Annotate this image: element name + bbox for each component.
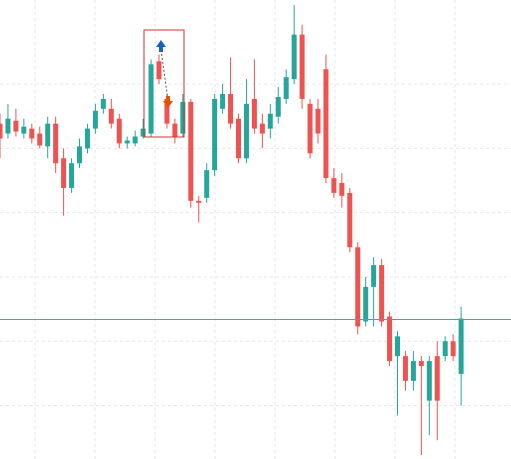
- candle-body: [363, 286, 369, 322]
- candle-body: [323, 69, 329, 179]
- candle-body: [442, 341, 448, 357]
- candle-body: [299, 34, 305, 99]
- candle-body: [53, 123, 59, 164]
- trade-link: [160, 49, 169, 101]
- candle-body: [236, 118, 241, 159]
- candle-body: [228, 93, 234, 124]
- candle-body: [140, 128, 146, 137]
- candle-body: [395, 336, 400, 357]
- candle-body: [450, 341, 456, 357]
- vertical-grid: [34, 0, 456, 459]
- candle-body: [69, 163, 75, 188]
- candle-body: [291, 34, 297, 80]
- candle-body: [267, 113, 273, 129]
- candle-body: [387, 316, 393, 362]
- candle-body: [164, 98, 170, 124]
- candle-body: [371, 265, 377, 287]
- candle-body: [196, 200, 202, 203]
- candle-body: [283, 77, 289, 99]
- candle-body: [339, 183, 345, 196]
- candle-body: [275, 96, 281, 117]
- candle-body: [458, 318, 464, 374]
- candle-body: [100, 98, 106, 109]
- selection-box: [143, 29, 185, 138]
- candle-body: [188, 101, 194, 201]
- candle-body: [92, 110, 98, 129]
- candle-body: [37, 133, 43, 146]
- candle-body: [77, 146, 82, 164]
- trade-annotation: [143, 29, 185, 138]
- candle-body: [0, 123, 3, 139]
- candle-body: [307, 103, 313, 154]
- candle-body: [204, 170, 210, 198]
- candle-body: [347, 192, 353, 248]
- candle-body: [410, 361, 416, 381]
- candle-body: [132, 136, 138, 144]
- candle-body: [418, 361, 424, 367]
- buy-arrow: [156, 40, 166, 52]
- candle-body: [61, 158, 67, 188]
- sell-arrow: [163, 96, 173, 108]
- candle-body: [220, 93, 226, 109]
- candle-body: [13, 120, 19, 132]
- candle-body: [45, 123, 51, 147]
- candle-body: [251, 98, 257, 129]
- candle-body: [259, 123, 265, 134]
- candle-body: [148, 64, 154, 134]
- candle-body: [21, 126, 27, 134]
- candle-body: [108, 108, 114, 124]
- candle-body: [331, 178, 337, 193]
- candle-body: [180, 101, 186, 134]
- candle-body: [156, 61, 162, 80]
- candle-body: [116, 118, 122, 144]
- candle-body: [355, 247, 361, 327]
- candle-body: [212, 98, 218, 171]
- candle-body: [29, 128, 35, 139]
- plot: [0, 4, 511, 456]
- candle-body: [124, 140, 130, 144]
- candle-body: [5, 118, 11, 134]
- candle-body: [426, 361, 432, 401]
- candle-body: [243, 103, 249, 159]
- candle-body: [434, 356, 440, 401]
- candle-body: [379, 265, 385, 322]
- candle-body: [315, 108, 321, 134]
- candle-body: [84, 128, 90, 149]
- candle-body: [402, 356, 408, 381]
- candle-body: [172, 123, 178, 137]
